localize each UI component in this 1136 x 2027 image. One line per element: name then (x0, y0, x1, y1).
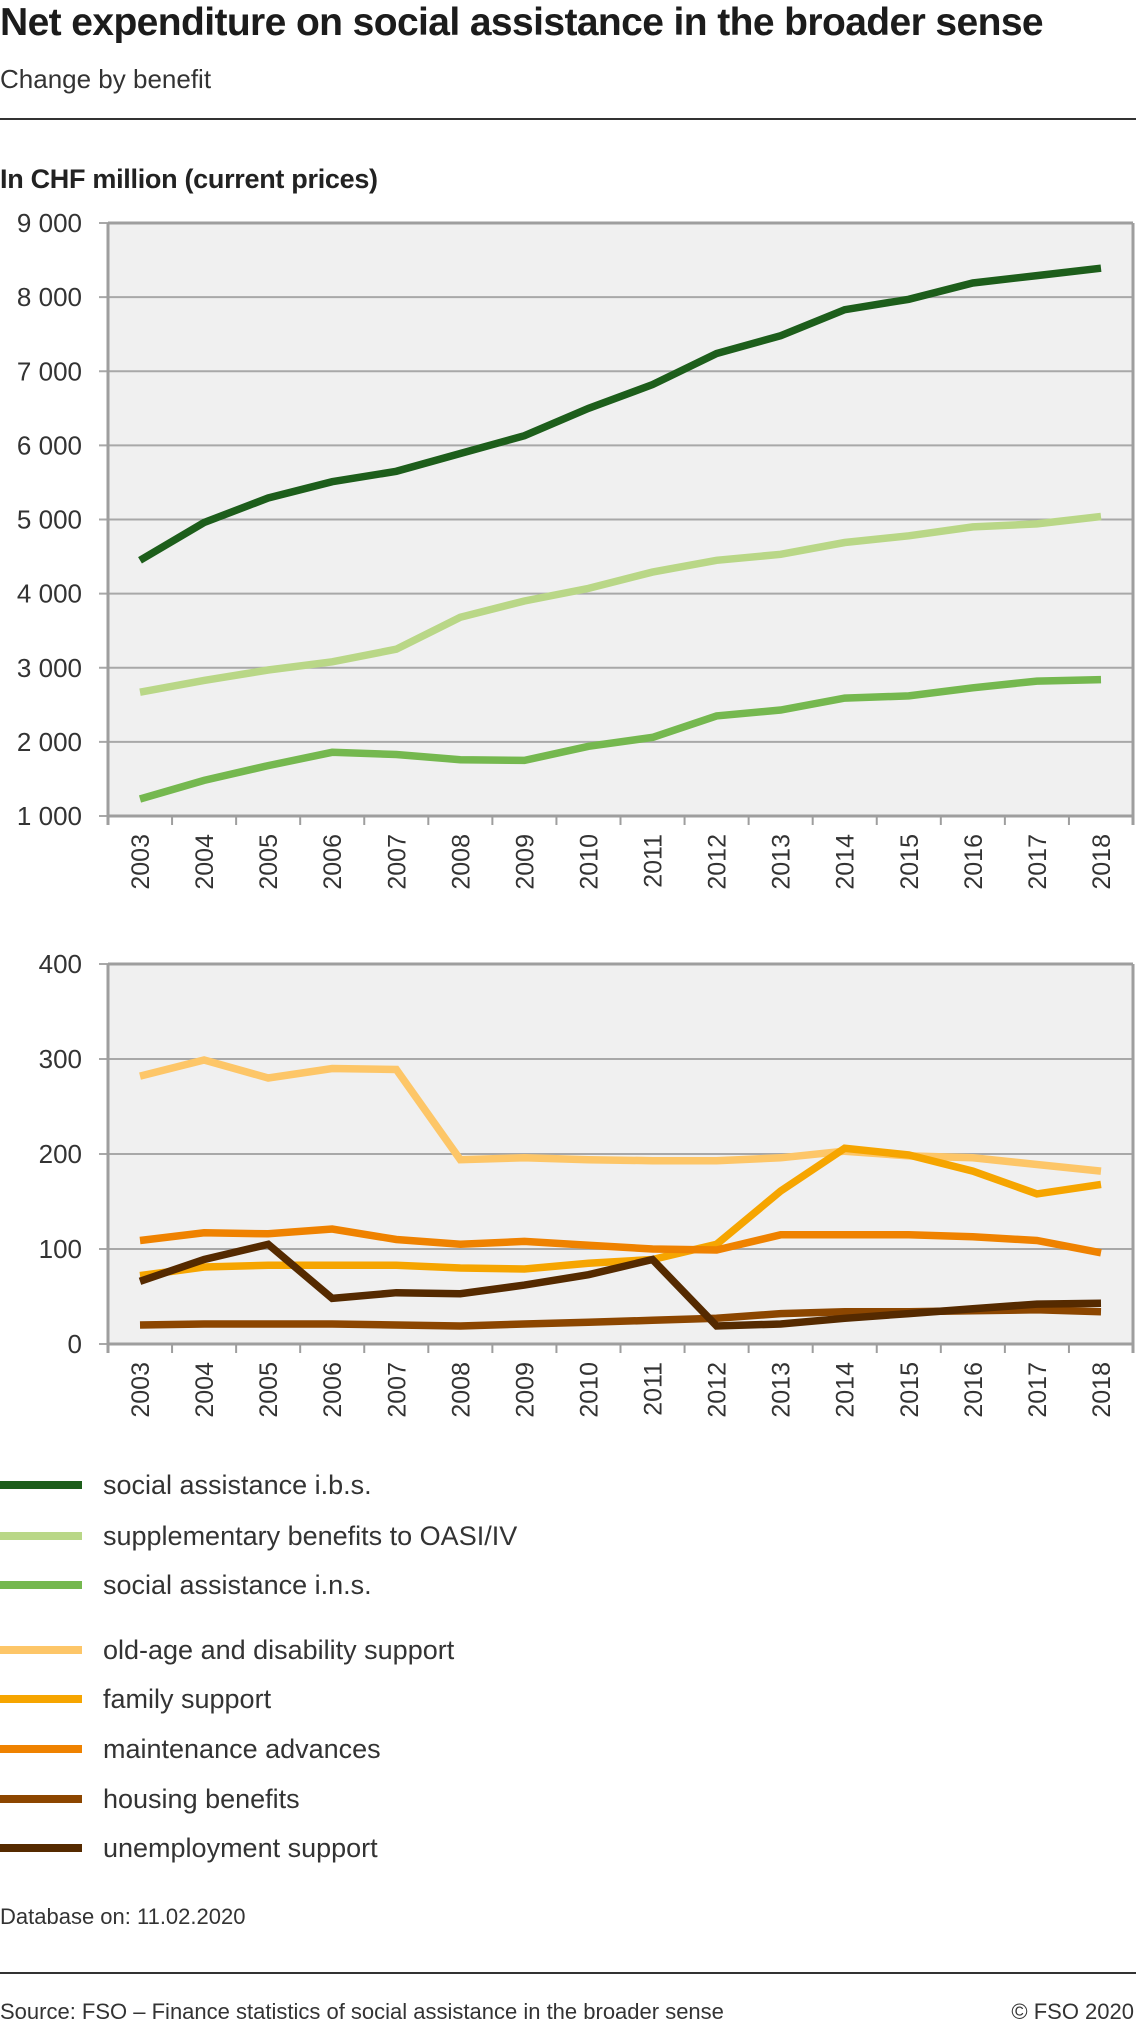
top-x-tick-label: 2004 (191, 834, 219, 890)
legend-item: supplementary benefits to OASI/IV (0, 1516, 517, 1556)
top-x-tick-label: 2009 (511, 834, 539, 890)
top-x-tick-label: 2006 (319, 834, 347, 890)
bottom-x-tick-label: 2003 (127, 1362, 155, 1418)
top-y-tick-label: 1 000 (17, 801, 82, 831)
series-line-old-age-and-disability-support (139, 1056, 1102, 1175)
database-note: Database on: 11.02.2020 (0, 1904, 246, 1929)
top-x-tick-label: 2012 (704, 834, 732, 890)
bottom-x-tick-label: 2013 (768, 1362, 796, 1418)
bottom-x-tick-label: 2007 (383, 1362, 411, 1418)
top-y-tick-label: 5 000 (17, 505, 82, 535)
top-x-tick-label: 2016 (960, 834, 988, 890)
series-line-unemployment-support (138, 1240, 1102, 1330)
top-x-tick-label: 2010 (575, 834, 603, 890)
bottom-x-tick-label: 2011 (640, 1362, 668, 1416)
series-line-social-assistance-i-b-s (138, 264, 1102, 564)
top-x-tick-label: 2013 (768, 834, 796, 890)
bottom-y-tick-label: 0 (68, 1329, 82, 1359)
legend-swatch (0, 1695, 82, 1703)
legend-item: social assistance i.n.s. (0, 1565, 372, 1605)
top-x-tick-label: 2015 (896, 834, 924, 890)
chart-title: Net expenditure on social assistance in … (0, 1, 1044, 44)
chart-top-totals: 1 000 2 000 3 000 4 000 5 000 6 000 7 000 8 000… (17, 208, 1135, 890)
legend-swatch (0, 1532, 82, 1540)
legend-swatch (0, 1581, 82, 1589)
series-line-family-support (139, 1144, 1102, 1280)
footer-divider (0, 1972, 1136, 1974)
legend-label: old-age and disability support (103, 1634, 455, 1665)
bottom-x-tick-label: 2015 (896, 1362, 924, 1418)
bottom-x-tick-label: 2004 (191, 1362, 219, 1418)
legend-label: social assistance i.n.s. (103, 1569, 372, 1600)
legend-item: unemployment support (0, 1828, 378, 1868)
top-x-tick-label: 2017 (1024, 834, 1052, 890)
bottom-x-tick-label: 2018 (1088, 1362, 1116, 1418)
series-line-supplementary-benefits-to-oasi-iv (139, 512, 1102, 696)
bottom-y-tick-label: 100 (39, 1234, 82, 1264)
bottom-x-tick-label: 2017 (1024, 1362, 1052, 1418)
bottom-x-tick-label: 2009 (511, 1362, 539, 1418)
top-x-tick-label: 2005 (255, 834, 283, 890)
bottom-x-tick-label: 2006 (319, 1362, 347, 1418)
top-y-tick-label: 7 000 (17, 356, 82, 386)
top-x-tick-label: 2007 (383, 834, 411, 890)
chart-bottom-benefits: 0 100 200 300 400 2003 2004 2005 2006 2007 2008 200… (39, 949, 1135, 1418)
copyright-note: © FSO 2020 (1011, 1999, 1134, 2024)
legend-label: supplementary benefits to OASI/IV (103, 1520, 518, 1551)
legend-swatch (0, 1745, 82, 1753)
top-x-tick-label: 2018 (1088, 834, 1116, 890)
bottom-x-tick-label: 2008 (447, 1362, 475, 1418)
charts-canvas: 1 000 2 000 3 000 4 000 5 000 6 000 7 000 8 000… (17, 208, 1135, 1418)
legend-swatch (0, 1481, 82, 1489)
bottom-x-tick-label: 2014 (832, 1362, 860, 1418)
top-y-tick-label: 2 000 (17, 727, 82, 757)
legend-item: housing benefits (0, 1779, 300, 1819)
legend-swatch (0, 1844, 82, 1852)
unit-label: In CHF million (current prices) (0, 164, 378, 194)
legend-swatch (0, 1646, 82, 1654)
source-note: Source: FSO – Finance statistics of soci… (0, 1999, 724, 2024)
header-divider (0, 118, 1136, 120)
legend-label: family support (103, 1683, 272, 1714)
top-x-tick-label: 2014 (832, 834, 860, 890)
top-y-tick-label: 9 000 (17, 208, 82, 238)
bottom-x-tick-label: 2016 (960, 1362, 988, 1418)
bottom-x-tick-label: 2005 (255, 1362, 283, 1418)
legend-label: social assistance i.b.s. (103, 1469, 372, 1500)
legend-label: unemployment support (103, 1832, 378, 1863)
legend-swatch (0, 1795, 82, 1803)
legend-item: social assistance i.b.s. (0, 1465, 372, 1505)
bottom-x-tick-label: 2010 (575, 1362, 603, 1418)
top-x-tick-label: 2008 (447, 834, 475, 890)
chart-subtitle: Change by benefit (0, 64, 212, 94)
series-line-social-assistance-i-n-s (138, 675, 1102, 803)
top-y-tick-label: 6 000 (17, 430, 82, 460)
bottom-y-tick-label: 200 (39, 1139, 82, 1169)
top-x-tick-label: 2003 (127, 834, 155, 890)
top-x-tick-label: 2011 (640, 834, 668, 888)
legend-item: family support (0, 1679, 271, 1719)
bottom-x-tick-label: 2012 (704, 1362, 732, 1418)
bottom-y-tick-label: 400 (39, 949, 82, 979)
legend-label: housing benefits (103, 1783, 300, 1814)
legend-item: maintenance advances (0, 1729, 381, 1769)
top-y-tick-label: 3 000 (17, 653, 82, 683)
top-y-tick-label: 8 000 (17, 282, 82, 312)
top-y-tick-label: 4 000 (17, 579, 82, 609)
series-line-maintenance-advances (139, 1225, 1102, 1257)
legend-label: maintenance advances (103, 1733, 381, 1764)
bottom-y-tick-label: 300 (39, 1044, 82, 1074)
legend-item: old-age and disability support (0, 1630, 454, 1670)
